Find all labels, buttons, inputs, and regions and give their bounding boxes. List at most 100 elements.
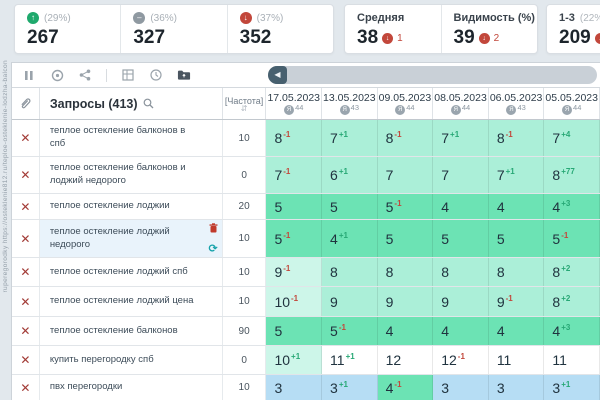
date-headers: 17.05.2023 Я 44 13.05.2023 Я 43 09.05.2023… [266,88,600,119]
delete-query-button[interactable]: ✕ [12,157,40,193]
clock-icon[interactable] [149,68,163,82]
scroll-left-button[interactable]: ◀ [268,66,287,84]
position-cell: 11 [488,346,545,374]
delete-query-button[interactable]: ✕ [12,317,40,345]
position-value: 12 [441,352,457,368]
table-row: ✕ теплое остекление балконов 90 5 5 -1 4 4 4 4 +3 [12,317,600,346]
target-icon[interactable] [50,68,64,82]
date-column-header[interactable]: 08.05.2023 Я 44 [433,88,489,119]
position-cell: 7 [433,157,489,193]
position-cell: 7 +1 [433,120,489,156]
frequency-cell: 20 [223,194,267,219]
position-cell: 11 +1 [322,346,378,374]
position-change: +1 [345,352,355,361]
search-engine-icon: Я [339,105,350,115]
position-value: 5 [552,230,561,247]
position-cell: 3 +1 [544,375,600,400]
project-url-sidebar: ruperegorodky https://osteklenie812.ru/t… [0,60,11,400]
query-cell[interactable]: теплое остекление лоджий спб [40,258,223,286]
delete-query-button[interactable]: ✕ [12,346,40,374]
table-body: ✕ теплое остекление балконов в спб 10 8 -1 7 +… [12,120,600,400]
position-cell: 3 +1 [322,375,378,400]
position-change: -1 [283,130,291,139]
position-change: +1 [338,167,348,176]
pause-icon[interactable] [22,68,36,82]
delete-query-button[interactable]: ✕ [12,258,40,286]
frequency-cell: 10 [223,287,267,316]
query-cell[interactable]: теплое остекление балконов и лоджий недо… [40,157,223,193]
date-column-header[interactable]: 09.05.2023 Я 44 [378,88,434,119]
frequency-cell: 10 [223,258,267,286]
table-row: ✕ теплое остекление балконов и лоджий нед… [12,157,600,194]
position-value: 5 [441,230,450,247]
queries-column-header[interactable]: Запросы (413) [40,88,223,119]
folder-icon[interactable] [177,68,191,82]
position-cell: 12 [377,346,434,374]
query-cell[interactable]: теплое остекление балконов [40,317,223,345]
stat-value: 352 [239,27,272,48]
position-cell: 5 [488,220,545,257]
down-arrow-icon: ↓ [382,32,394,44]
share-icon[interactable] [78,68,92,82]
horizontal-scrollbar[interactable]: ◀ [268,66,597,84]
query-cell[interactable]: купить перегородку спб [40,346,223,374]
position-cell: 6 +1 [322,157,378,193]
position-value: 9 [441,293,450,310]
url-column-header[interactable] [12,88,40,119]
frequency-header-label: [Частота] [224,95,264,106]
queries-header-label: Запросы (413) [49,96,138,111]
stat-card-down: ↓ (37%) 352 [226,5,333,53]
position-cell: 9 -1 [266,258,323,286]
query-cell[interactable]: пвх перегородки [40,375,223,400]
delete-query-button[interactable]: ✕ [12,220,40,257]
position-value: 3 [441,379,450,396]
stat-value: 267 [27,27,59,48]
position-value: 8 [552,293,561,310]
date-column-header[interactable]: 17.05.2023 Я 44 [266,88,323,119]
position-cell: 3 [433,375,489,400]
query-cell[interactable]: теплое остекление лоджии [40,194,223,219]
position-value: 4 [441,198,450,215]
query-cell[interactable]: теплое остекление лоджий недорого ⟳ [39,220,223,257]
frequency-column-header[interactable]: [Частота] ⇵ [223,88,267,119]
date-badge-count: 44 [461,103,471,112]
query-cell[interactable]: теплое остекление балконов в спб [40,120,223,156]
date-column-header[interactable]: 05.05.2023 Я 44 [544,88,600,119]
position-cell: 5 [322,194,378,219]
refresh-icon[interactable]: ⟳ [208,243,218,255]
query-text: теплое остекление лоджии [49,200,170,212]
delete-query-button[interactable]: ✕ [12,194,40,219]
delete-query-button[interactable]: ✕ [12,120,40,156]
position-cell: 4 -1 [377,375,434,400]
position-value: 7 [274,167,283,183]
grid-icon[interactable] [121,68,135,82]
position-cell: 3 [266,375,323,400]
date-column-header[interactable]: 13.05.2023 Я 43 [322,88,378,119]
position-cell: 9 -1 [488,287,545,316]
position-value: 4 [552,323,561,339]
project-url-text: ruperegorodky https://osteklenie812.ru/t… [2,60,9,293]
stat-value: 327 [133,27,166,48]
position-value: 9 [385,293,394,310]
position-value: 8 [274,130,283,146]
delete-query-button[interactable]: ✕ [12,375,40,400]
position-cell: 8 [322,258,378,286]
position-change: +2 [561,264,571,273]
top3-panel: 1-3 (22%) 209 ↓ [546,4,600,54]
position-cell: 8 -1 [266,120,323,156]
date-label: 06.05.2023 [489,92,543,104]
delete-query-button[interactable]: ✕ [12,287,40,316]
query-cell[interactable]: теплое остекление лоджий цена [40,287,223,316]
position-change: -1 [283,230,291,240]
frequency-cell: 10 [223,375,267,400]
search-engine-icon: Я [395,105,406,115]
position-change: +1 [505,167,515,176]
query-text: теплое остекление лоджий недорого [49,225,170,250]
table-toolbar: ◀ [12,63,600,88]
table-row: ✕ теплое остекление лоджий спб 10 9 -1 8 8 8 8 8 +… [12,258,600,287]
position-cell: 10 -1 [266,287,323,316]
trash-icon[interactable] [209,223,218,233]
position-value: 5 [330,323,338,339]
position-value: 8 [496,130,505,146]
date-column-header[interactable]: 06.05.2023 Я 43 [489,88,545,119]
